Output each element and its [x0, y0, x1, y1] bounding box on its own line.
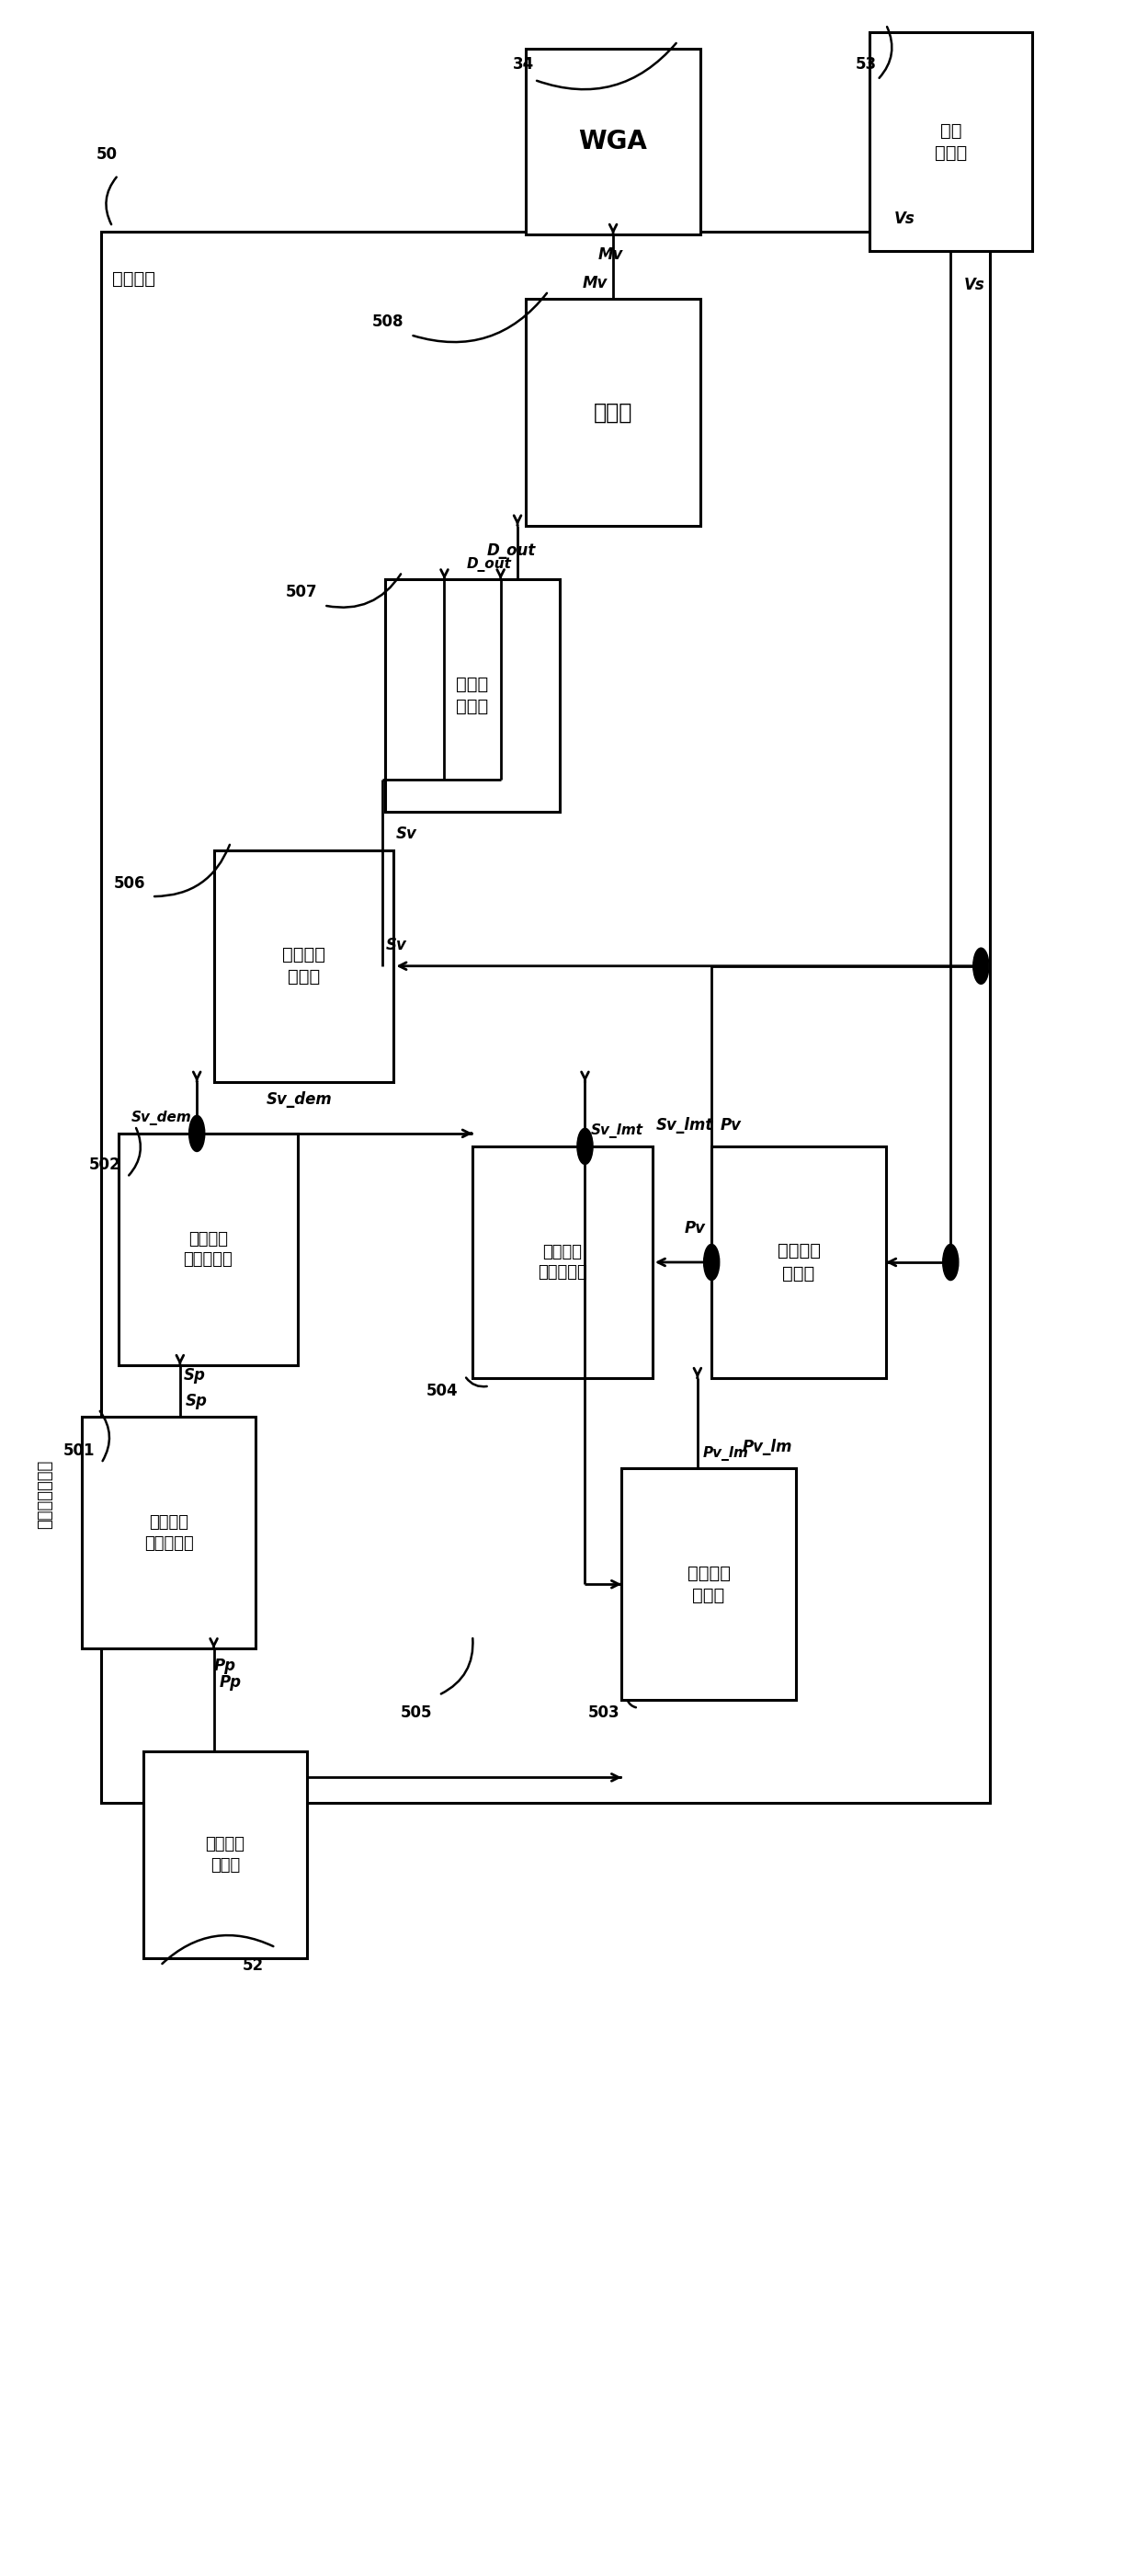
Text: Mv: Mv: [583, 276, 608, 291]
Bar: [525, 49, 700, 234]
Text: 506: 506: [114, 876, 145, 891]
Text: Sv_dem: Sv_dem: [130, 1110, 191, 1126]
Text: Pv: Pv: [685, 1221, 705, 1236]
Bar: [101, 232, 990, 1803]
Bar: [81, 1417, 255, 1649]
Text: 50: 50: [97, 147, 117, 162]
Text: Mv: Mv: [598, 247, 623, 263]
Bar: [143, 1752, 306, 1958]
Bar: [868, 33, 1032, 252]
Text: Sv_lmt: Sv_lmt: [656, 1118, 713, 1133]
Text: 控制装置: 控制装置: [112, 270, 155, 289]
Bar: [525, 299, 700, 526]
Text: 要求目标
开度运算部: 要求目标 开度运算部: [183, 1231, 233, 1267]
Text: Sv: Sv: [396, 827, 417, 842]
Text: 目标增压
压力运算部: 目标增压 压力运算部: [144, 1515, 193, 1551]
Text: 34: 34: [513, 57, 533, 72]
Text: Sp: Sp: [186, 1394, 208, 1409]
Circle shape: [704, 1244, 719, 1280]
Text: 驱动部: 驱动部: [594, 402, 632, 422]
Text: Pv_lm: Pv_lm: [742, 1440, 793, 1455]
Text: 508: 508: [372, 314, 404, 330]
Text: 基准位置
学习部: 基准位置 学习部: [687, 1564, 730, 1605]
Text: 位置
传感器: 位置 传感器: [935, 121, 966, 162]
Text: D_out: D_out: [486, 544, 536, 559]
Text: 53: 53: [856, 57, 876, 72]
Text: 505: 505: [400, 1705, 432, 1721]
Circle shape: [943, 1244, 958, 1280]
Text: 52: 52: [243, 1958, 263, 1973]
Text: Sv: Sv: [386, 938, 407, 953]
Text: 限制目标
开度运算部: 限制目标 开度运算部: [538, 1244, 587, 1280]
Text: 502: 502: [89, 1157, 120, 1172]
Bar: [385, 580, 559, 811]
Text: 501: 501: [63, 1443, 94, 1458]
Text: Sv_dem: Sv_dem: [267, 1092, 333, 1108]
Text: 目标开度
限制部: 目标开度 限制部: [282, 945, 325, 987]
Bar: [118, 1133, 298, 1365]
Text: Pv: Pv: [720, 1118, 741, 1133]
Text: Vs: Vs: [894, 211, 916, 227]
Text: 实际开度
运算部: 实际开度 运算部: [777, 1242, 820, 1283]
Text: D_out: D_out: [467, 556, 512, 572]
Bar: [472, 1146, 652, 1378]
Text: 增压压力
传感器: 增压压力 传感器: [205, 1837, 245, 1873]
Circle shape: [973, 948, 989, 984]
Text: 507: 507: [286, 585, 317, 600]
Text: Pp: Pp: [214, 1659, 236, 1674]
Bar: [214, 850, 394, 1082]
Text: Sv_lmt: Sv_lmt: [591, 1123, 643, 1139]
Text: 503: 503: [588, 1705, 620, 1721]
Text: Pv_lm: Pv_lm: [703, 1445, 749, 1461]
Text: Pp: Pp: [219, 1674, 242, 1690]
Bar: [711, 1146, 885, 1378]
Text: 发动机运行状态: 发动机运行状态: [37, 1461, 53, 1528]
Text: Vs: Vs: [964, 278, 986, 294]
Bar: [621, 1468, 795, 1700]
Circle shape: [577, 1128, 593, 1164]
Text: 504: 504: [426, 1383, 458, 1399]
Text: Sp: Sp: [183, 1368, 206, 1383]
Text: 操作量
运算部: 操作量 运算部: [457, 675, 488, 716]
Circle shape: [189, 1115, 205, 1151]
Text: WGA: WGA: [578, 129, 648, 155]
